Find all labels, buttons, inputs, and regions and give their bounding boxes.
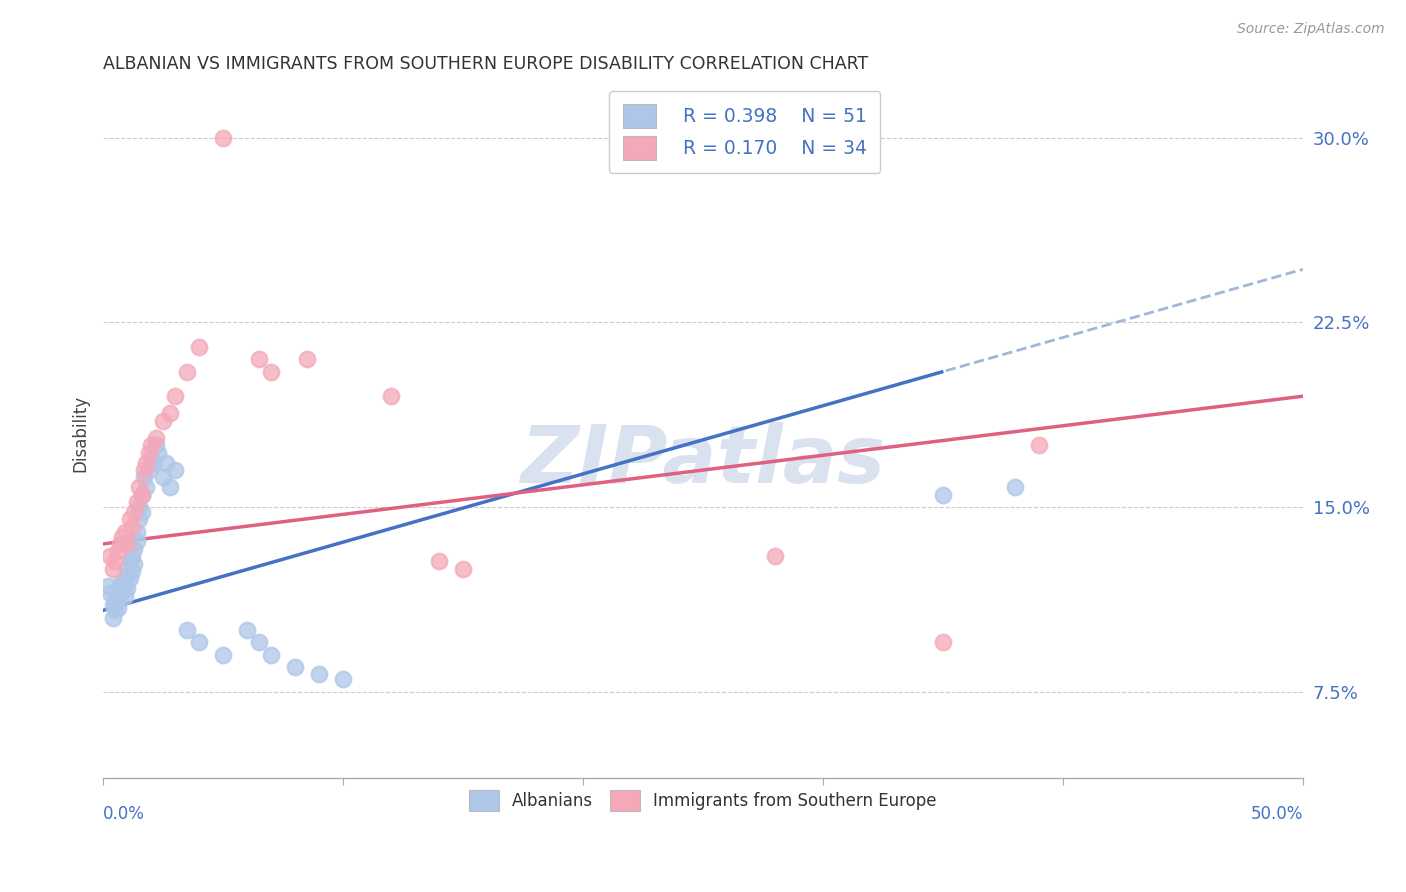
- Point: [165, 389, 187, 403]
- Point: [114, 589, 136, 603]
- Point: [98, 586, 121, 600]
- Point: [101, 599, 124, 613]
- Point: [284, 660, 307, 674]
- Point: [108, 579, 131, 593]
- Point: [427, 554, 450, 568]
- Point: [104, 593, 127, 607]
- Point: [308, 667, 330, 681]
- Point: [148, 446, 170, 460]
- Point: [236, 623, 259, 637]
- Point: [138, 446, 160, 460]
- Point: [932, 635, 955, 649]
- Point: [115, 569, 138, 583]
- Point: [97, 579, 120, 593]
- Point: [763, 549, 786, 564]
- Point: [128, 500, 150, 514]
- Point: [176, 365, 198, 379]
- Point: [135, 456, 157, 470]
- Point: [152, 470, 174, 484]
- Point: [111, 583, 134, 598]
- Point: [111, 529, 134, 543]
- Point: [131, 488, 153, 502]
- Point: [131, 505, 153, 519]
- Point: [125, 495, 148, 509]
- Point: [212, 130, 235, 145]
- Point: [135, 480, 157, 494]
- Point: [107, 544, 129, 558]
- Point: [114, 524, 136, 539]
- Point: [132, 470, 155, 484]
- Point: [124, 541, 146, 556]
- Point: [115, 561, 138, 575]
- Point: [260, 365, 283, 379]
- Point: [101, 611, 124, 625]
- Point: [212, 648, 235, 662]
- Point: [188, 340, 211, 354]
- Legend: Albanians, Immigrants from Southern Europe: Albanians, Immigrants from Southern Euro…: [463, 783, 943, 818]
- Point: [139, 450, 162, 465]
- Point: [138, 463, 160, 477]
- Point: [111, 574, 134, 588]
- Text: 50.0%: 50.0%: [1250, 805, 1303, 823]
- Point: [107, 591, 129, 605]
- Point: [247, 635, 270, 649]
- Point: [118, 554, 141, 568]
- Point: [295, 352, 318, 367]
- Point: [139, 438, 162, 452]
- Point: [332, 672, 354, 686]
- Point: [98, 549, 121, 564]
- Point: [121, 564, 143, 578]
- Point: [108, 537, 131, 551]
- Point: [155, 456, 177, 470]
- Point: [104, 554, 127, 568]
- Point: [115, 581, 138, 595]
- Point: [108, 586, 131, 600]
- Point: [115, 537, 138, 551]
- Point: [124, 557, 146, 571]
- Point: [131, 488, 153, 502]
- Point: [125, 524, 148, 539]
- Point: [932, 488, 955, 502]
- Point: [176, 623, 198, 637]
- Point: [159, 480, 181, 494]
- Point: [128, 480, 150, 494]
- Point: [121, 549, 143, 564]
- Point: [118, 512, 141, 526]
- Point: [380, 389, 402, 403]
- Point: [125, 534, 148, 549]
- Point: [142, 456, 165, 470]
- Point: [124, 505, 146, 519]
- Point: [104, 603, 127, 617]
- Point: [159, 407, 181, 421]
- Y-axis label: Disability: Disability: [72, 394, 89, 472]
- Point: [451, 561, 474, 575]
- Point: [165, 463, 187, 477]
- Text: ZIPatlas: ZIPatlas: [520, 422, 886, 500]
- Point: [260, 648, 283, 662]
- Point: [121, 519, 143, 533]
- Text: 0.0%: 0.0%: [103, 805, 145, 823]
- Text: ALBANIAN VS IMMIGRANTS FROM SOUTHERN EUROPE DISABILITY CORRELATION CHART: ALBANIAN VS IMMIGRANTS FROM SOUTHERN EUR…: [103, 55, 869, 73]
- Point: [132, 463, 155, 477]
- Point: [145, 438, 167, 452]
- Point: [188, 635, 211, 649]
- Point: [114, 576, 136, 591]
- Point: [145, 431, 167, 445]
- Point: [118, 571, 141, 585]
- Point: [152, 414, 174, 428]
- Point: [1004, 480, 1026, 494]
- Point: [107, 600, 129, 615]
- Text: Source: ZipAtlas.com: Source: ZipAtlas.com: [1237, 22, 1385, 37]
- Point: [247, 352, 270, 367]
- Point: [128, 512, 150, 526]
- Point: [1028, 438, 1050, 452]
- Point: [101, 561, 124, 575]
